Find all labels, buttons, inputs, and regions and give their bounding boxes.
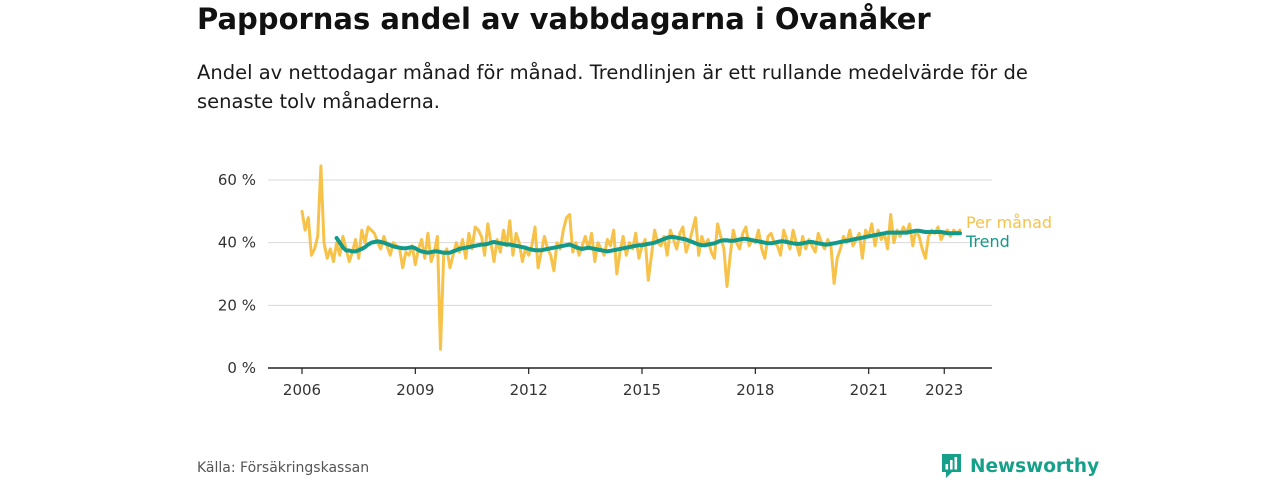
series-line-per-manad: [300, 164, 962, 351]
x-tick-label: 2023: [925, 381, 963, 399]
brand-logo[interactable]: Newsworthy: [940, 451, 1099, 481]
x-tick-label: 2015: [623, 381, 661, 399]
y-tick-label: 60 %: [218, 171, 256, 189]
x-tick-label: 2018: [736, 381, 774, 399]
y-tick-label: 0 %: [227, 359, 256, 377]
newsworthy-logo-icon: [942, 454, 961, 478]
y-tick-label: 40 %: [218, 234, 256, 252]
x-tick-label: 2009: [396, 381, 434, 399]
series-lines: [300, 164, 962, 351]
source-note: Källa: Försäkringskassan: [197, 460, 370, 476]
axes: 0 % 20 % 40 % 60 % 2006 2009 2012 2015 2018 2021 2…: [218, 171, 992, 399]
series-line-trend: [334, 228, 962, 255]
x-tick-label: 2006: [283, 381, 321, 399]
y-tick-label: 20 %: [218, 296, 256, 314]
chart-subtitle: Andel av nettodagar månad för månad. Tre…: [197, 61, 1028, 113]
chart-title: Pappornas andel av vabbdagarna i Ovanåke…: [197, 2, 931, 36]
series-label-trend: Trend: [965, 232, 1010, 251]
series-label-per-manad: Per månad: [966, 213, 1052, 232]
x-tick-label: 2012: [510, 381, 548, 399]
brand-name: Newsworthy: [970, 455, 1100, 477]
line-chart: 0 % 20 % 40 % 60 % 2006 2009 2012 2015 2018 2021 2…: [218, 164, 1052, 399]
x-tick-label: 2021: [850, 381, 888, 399]
